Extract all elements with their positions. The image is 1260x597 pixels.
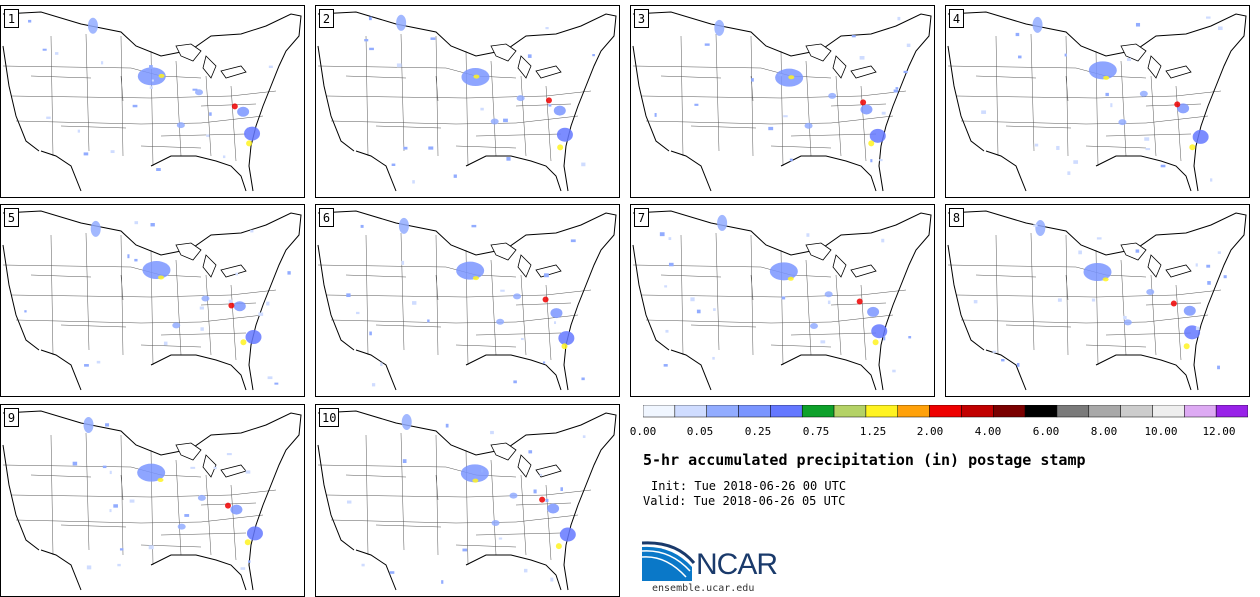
us-map [317,210,617,391]
colorbar-swatch [897,405,930,418]
us-map [317,410,617,591]
colorbar-swatch [1152,405,1185,418]
colorbar-tick-label: 12.00 [1202,425,1236,438]
panel-label: 10 [319,408,340,427]
colorbar-swatch [865,405,898,418]
colorbar-tick-label: 1.25 [859,425,887,438]
postage-stamp-panel-1: 1 [0,5,305,198]
colorbar-swatch [643,405,676,418]
colorbar-tick-label: 0.05 [686,425,714,438]
postage-stamp-panel-5: 5 [0,204,305,397]
init-time: Init: Tue 2018-06-26 00 UTC [651,479,847,493]
us-map [632,210,932,391]
colorbar-swatch [1215,405,1248,418]
panel-label: 1 [4,9,19,28]
colorbar-tick-label: 0.25 [744,425,772,438]
colorbar-swatch [993,405,1026,418]
postage-stamp-panel-7: 7 [630,204,935,397]
plot-title: 5-hr accumulated precipitation (in) post… [643,451,1086,469]
colorbar-swatch [833,405,867,418]
panel-label: 5 [4,208,19,227]
us-map [2,210,302,391]
colorbar-tick-label: 10.00 [1144,425,1178,438]
ncar-logo [642,541,696,581]
panel-label: 7 [634,208,649,227]
postage-stamp-panel-6: 6 [315,204,620,397]
colorbar-swatch [706,405,739,418]
postage-stamp-panel-3: 3 [630,5,935,198]
colorbar-swatch [1120,405,1153,418]
us-map [2,410,302,591]
colorbar-swatch [1056,405,1090,418]
colorbar-swatch [1184,405,1217,418]
panel-label: 8 [949,208,964,227]
postage-stamp-panel-10: 10 [315,404,620,597]
colorbar-swatch [929,405,962,418]
postage-stamp-panel-2: 2 [315,5,620,198]
panel-label: 6 [319,208,334,227]
colorbar-swatch [1088,405,1121,418]
colorbar-tick-label: 6.00 [1032,425,1060,438]
valid-time: Valid: Tue 2018-06-26 05 UTC [643,494,846,508]
colorbar-swatch [801,405,835,418]
us-map [632,11,932,192]
us-map [2,11,302,192]
site-url: ensemble.ucar.edu [652,583,755,594]
us-map [947,11,1247,192]
us-map [317,11,617,192]
ncar-logo-text: NCAR [696,548,778,581]
colorbar-swatch [738,405,771,418]
colorbar-swatch [961,405,994,418]
panel-label: 2 [319,9,334,28]
colorbar-tick-label: 2.00 [916,425,944,438]
colorbar-swatch [1024,405,1058,418]
colorbar-tick-label: 0.75 [802,425,830,438]
colorbar-swatch [674,405,707,418]
postage-stamp-panel-4: 4 [945,5,1250,198]
postage-stamp-panel-8: 8 [945,204,1250,397]
colorbar-swatch [770,405,803,418]
colorbar-tick-label: 4.00 [974,425,1002,438]
precip-colorbar [643,405,1248,418]
panel-label: 4 [949,9,964,28]
colorbar-tick-label: 8.00 [1090,425,1118,438]
colorbar-tick-label: 0.00 [629,425,657,438]
panel-label: 9 [4,408,19,427]
postage-stamp-panel-9: 9 [0,404,305,597]
panel-label: 3 [634,9,649,28]
colorbar-tick-labels: 0.00 0.05 0.25 0.75 1.25 2.00 4.00 6.00 8.00 10.0… [630,425,1260,439]
us-map [947,210,1247,391]
